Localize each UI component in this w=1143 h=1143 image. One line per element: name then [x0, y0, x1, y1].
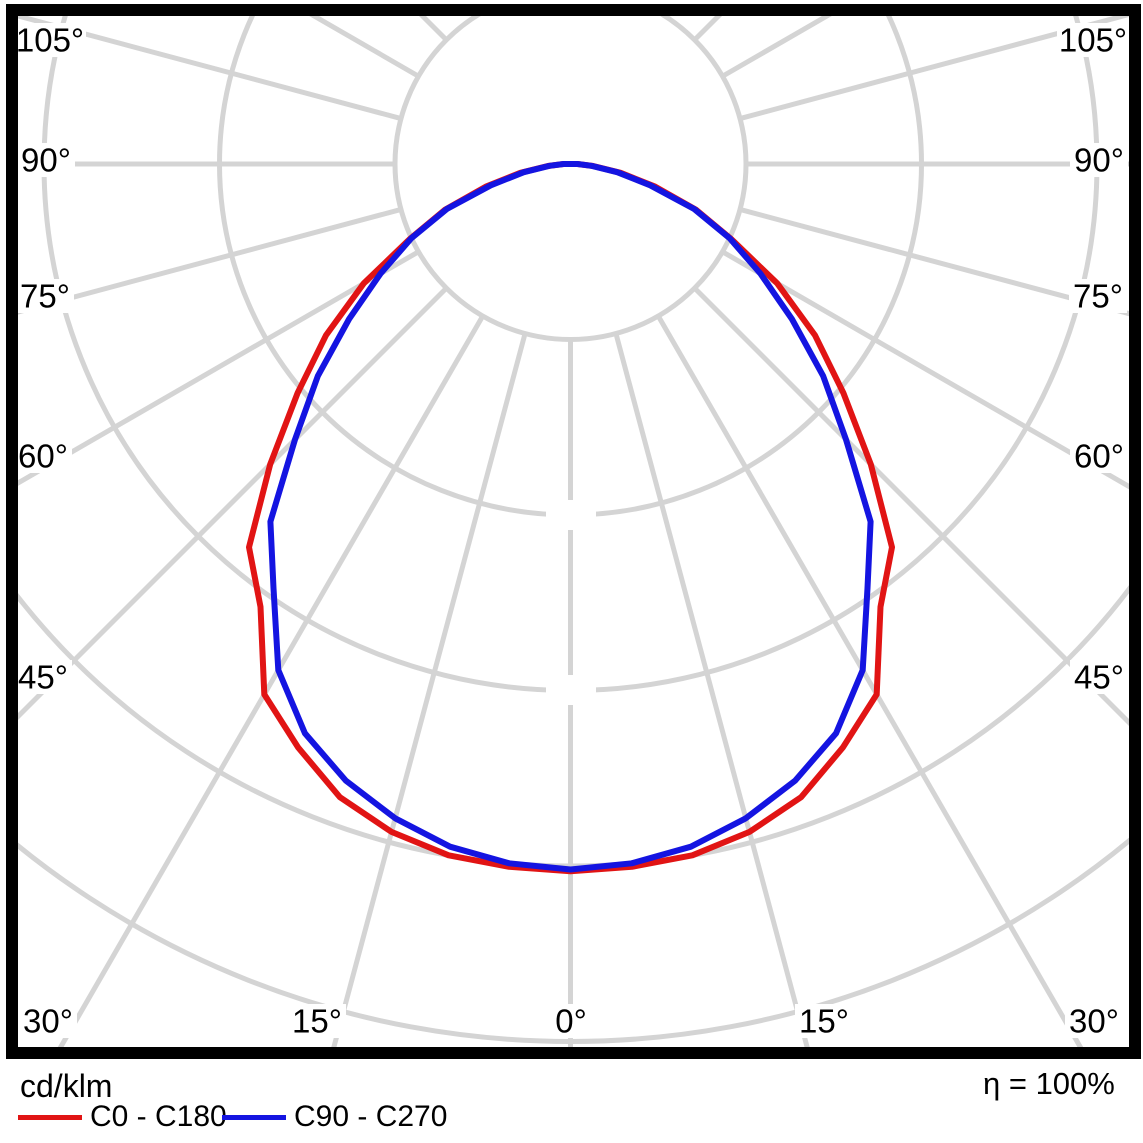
grid-gap [546, 675, 596, 705]
grid-spoke [613, 332, 810, 1047]
gamma-tick-label: 15° [292, 1003, 342, 1040]
legend-swatch-c0-c180-icon [18, 1114, 82, 1120]
grid-spoke [692, 286, 1129, 727]
gamma-tick-bg [288, 1004, 346, 1038]
gamma-tick-bg [1070, 143, 1128, 177]
legend-item-c90-c270: C90 - C270 [222, 1100, 447, 1134]
grid-gap [546, 500, 596, 530]
grid-spoke [18, 16, 402, 121]
gamma-tick-bg [14, 23, 86, 57]
legend-label-c0-c180: C0 - C180 [90, 1100, 227, 1133]
gamma-tick-bg [1070, 660, 1128, 694]
curve-c90-c270 [267, 161, 874, 873]
gamma-tick-bg [14, 660, 72, 694]
gamma-tick-bg [1057, 23, 1129, 57]
gamma-tick-bg [19, 1004, 77, 1038]
gamma-tick-label: 90° [1074, 142, 1124, 179]
gamma-tick-label: 90° [21, 142, 71, 179]
gamma-tick-label: 45° [18, 659, 68, 696]
legend-swatch-c90-c270-icon [222, 1114, 286, 1120]
grid-ring [392, 16, 749, 342]
gamma-tick-bg [1070, 439, 1128, 473]
grid-spoke [656, 314, 1084, 1047]
gamma-tick-bg [1065, 1004, 1123, 1038]
legend-item-c0-c180: C0 - C180 [18, 1100, 227, 1134]
efficiency-label: η = 100% [983, 1066, 1115, 1101]
gamma-tick-label: 105° [1059, 22, 1127, 59]
grid-spoke [331, 332, 528, 1047]
gamma-tick-label: 30° [23, 1003, 73, 1040]
gamma-tick-bg [795, 1004, 853, 1038]
gamma-tick-label: 60° [1074, 438, 1124, 475]
unit-label: cd/klm [20, 1068, 113, 1104]
gamma-tick-label: 75° [20, 278, 70, 315]
grid-spoke [18, 207, 402, 315]
grid-spoke [18, 249, 420, 486]
gamma-tick-bg [1069, 279, 1127, 313]
grid-spoke [721, 249, 1129, 490]
gamma-tick-label: 15° [799, 1003, 849, 1040]
gamma-tick-bg [14, 439, 72, 473]
gamma-tick-label: 45° [1074, 659, 1124, 696]
grid-spoke [57, 314, 485, 1047]
grid-spoke [739, 207, 1129, 317]
gamma-tick-label: 60° [18, 438, 68, 475]
gamma-tick-label: 75° [1073, 278, 1123, 315]
grid-spoke [18, 286, 449, 721]
gamma-tick-label: 30° [1069, 1003, 1119, 1040]
legend-label-c90-c270: C90 - C270 [294, 1100, 448, 1133]
grid-spoke [739, 16, 1129, 121]
plot-border [6, 4, 1141, 1059]
gamma-tick-bg [17, 143, 75, 177]
gamma-tick-label: 105° [16, 22, 84, 59]
gamma-tick-bg [550, 1004, 592, 1038]
gamma-tick-label: 0° [555, 1003, 587, 1040]
gamma-tick-bg [16, 279, 74, 313]
